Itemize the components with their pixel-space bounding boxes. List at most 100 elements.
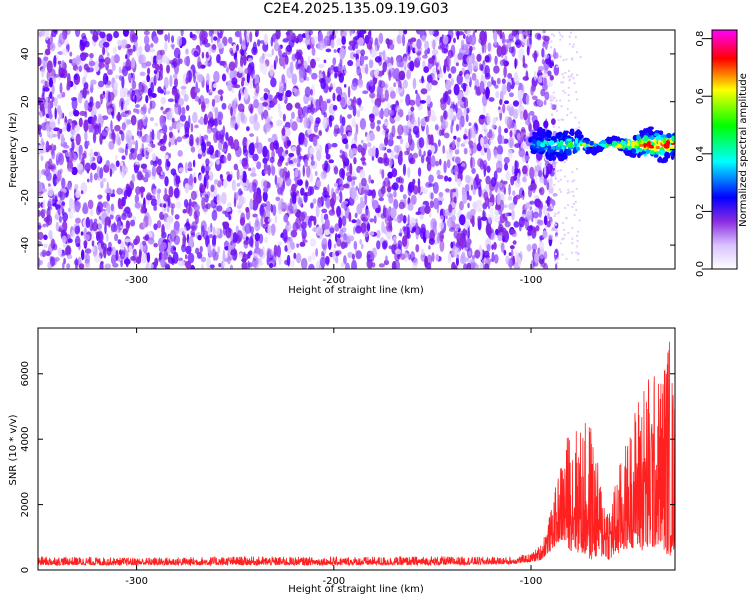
spectrogram-cell	[425, 181, 432, 188]
spectrogram-cell	[173, 246, 176, 251]
spectrogram-cell	[520, 126, 526, 140]
spectrogram-cell	[154, 122, 159, 127]
spectrogram-cell	[477, 158, 484, 168]
spectrogram-cell	[135, 140, 139, 152]
spectrogram-cell	[351, 253, 355, 260]
spectrogram-cell	[83, 234, 91, 241]
spectrogram-cell	[447, 252, 452, 264]
spectrogram-cell	[566, 180, 569, 183]
spectrogram-cell	[424, 40, 430, 50]
spectrogram-cell	[138, 45, 143, 55]
spectrogram-cell	[554, 263, 558, 269]
spectrogram-cell	[305, 77, 310, 82]
spectrogram-cell	[458, 214, 466, 226]
spectrogram-cell	[239, 175, 243, 180]
spectrogram-cell	[43, 234, 48, 241]
spectrogram-cell	[509, 245, 515, 250]
spectrogram-cell	[68, 110, 74, 117]
spectrogram-cell	[334, 232, 338, 243]
spectrogram-cell	[571, 180, 574, 183]
colorbar-tick-label: 0.4	[695, 146, 706, 162]
spectrogram-cell	[66, 254, 73, 260]
spectrogram-cell	[341, 215, 347, 227]
spectrogram-cell	[470, 156, 473, 169]
spectrogram-cell	[120, 161, 124, 167]
spectrogram-cell	[132, 140, 136, 145]
x-tick-label: -200	[322, 576, 345, 587]
spectrogram-cell	[174, 214, 180, 220]
spectrogram-cell	[51, 30, 57, 38]
spectrogram-cell	[180, 85, 187, 90]
spectrogram-cell	[159, 89, 164, 94]
spectrogram-cell	[308, 263, 315, 269]
spectrogram-cell	[400, 177, 404, 184]
spectrogram-cell	[376, 229, 381, 239]
spectrogram-cell	[84, 248, 92, 254]
spectrogram-cell	[160, 170, 164, 176]
spectrogram-cell	[500, 242, 505, 253]
spectrogram-cell	[246, 72, 251, 84]
spectrogram-cell	[206, 141, 212, 147]
spectrogram-cell	[512, 240, 517, 245]
spectrogram-cell	[465, 257, 470, 262]
spectrogram-cell	[164, 41, 168, 52]
spectrogram-cell	[412, 77, 417, 90]
spectrogram-cell	[204, 42, 211, 48]
spectrogram-cell	[420, 205, 426, 216]
spectrogram-cell	[176, 36, 183, 47]
spectrogram-cell	[465, 174, 471, 184]
spectrogram-cell	[272, 133, 277, 139]
spectrogram-cell	[528, 122, 532, 132]
spectrogram-cell	[294, 51, 302, 60]
spectrogram-cell	[331, 205, 335, 213]
spectrogram-cell	[579, 56, 582, 59]
spectrogram-cell	[562, 76, 565, 79]
spectrogram-cell	[452, 115, 457, 122]
spectrogram-cell	[486, 131, 493, 139]
spectrogram-cell	[281, 73, 286, 84]
spectrogram-cell	[238, 66, 244, 74]
spectrogram-cell	[157, 188, 162, 194]
spectrogram-cell	[563, 175, 567, 178]
spectrogram-cell	[443, 160, 447, 174]
spectrogram-cell	[331, 111, 336, 117]
spectrogram-cell	[428, 245, 431, 250]
spectrogram-cell	[42, 63, 46, 70]
spectrogram-cell	[187, 167, 193, 172]
spectrogram-cell	[403, 30, 408, 35]
spectrogram-cell	[557, 257, 560, 260]
spectrogram-cell	[497, 133, 503, 145]
spectrogram-cell	[508, 33, 514, 41]
spectrogram-cell	[140, 203, 147, 212]
spectrogram-cell	[54, 107, 57, 120]
spectrogram-cell	[119, 75, 123, 81]
spectrogram-cell	[248, 236, 254, 247]
spectrogram-cell	[102, 46, 106, 56]
spectrogram-cell	[446, 217, 453, 228]
spectrogram-cell	[368, 174, 372, 184]
spectrogram-cell	[385, 255, 388, 263]
spectrogram-cell	[61, 91, 66, 98]
spectrogram-cell	[288, 152, 295, 158]
spectrogram-cell	[534, 252, 540, 264]
spectrogram-cell	[567, 69, 571, 72]
spectrogram-cell	[61, 201, 66, 206]
spectrogram-cell	[422, 54, 428, 59]
spectrogram-cell	[564, 91, 567, 94]
spectrogram-cell	[481, 42, 485, 54]
colorbar-tick-label: 0.6	[695, 88, 706, 104]
spectrogram-cell	[369, 231, 375, 236]
spectrogram-cell	[306, 44, 311, 50]
spectrogram-cell	[44, 169, 51, 177]
spectrogram-cell	[140, 163, 148, 169]
spectrogram-cell	[323, 59, 327, 64]
spectrogram-cell	[120, 100, 124, 111]
spectrogram-cell	[146, 74, 151, 83]
spectrogram-cell	[328, 159, 334, 164]
spectrogram-cell	[513, 122, 517, 135]
spectrogram-cell	[476, 53, 482, 62]
spectrogram-cell	[432, 181, 439, 194]
spectrogram-cell	[462, 83, 467, 92]
spectrogram-cell	[53, 144, 57, 151]
spectrogram-cell	[566, 204, 570, 207]
